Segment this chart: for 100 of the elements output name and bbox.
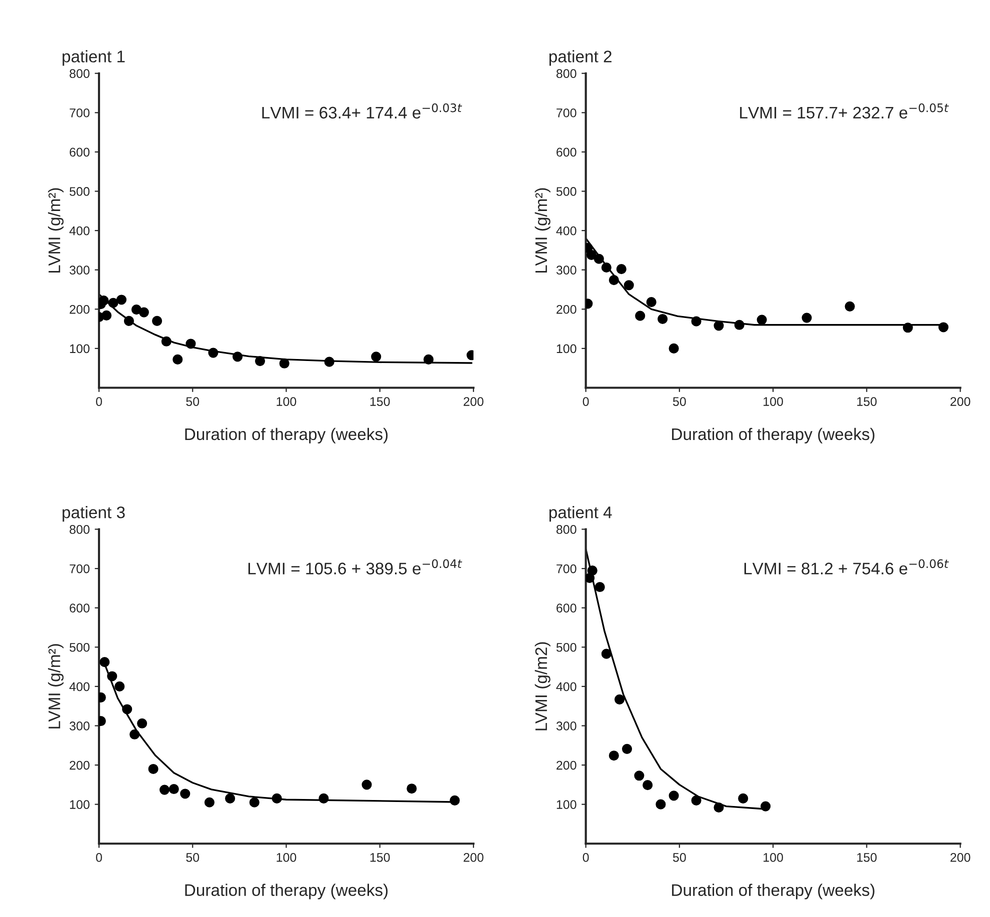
x-tick-label: 0	[96, 397, 102, 406]
y-tick-label: 200	[556, 760, 576, 770]
x-axis-title: Duration of therapy (weeks)	[672, 884, 874, 900]
x-tick-label: 150	[857, 397, 877, 406]
point	[656, 799, 666, 810]
x-tick-label: 100	[764, 853, 783, 862]
point	[107, 671, 118, 682]
point	[594, 254, 604, 264]
x-tick-label: 200	[950, 397, 970, 406]
point	[668, 343, 679, 354]
point	[756, 314, 767, 325]
point	[802, 312, 812, 323]
y-tick-label: 600	[556, 148, 576, 157]
y-tick-label: 400	[69, 682, 90, 692]
point	[624, 280, 634, 290]
x-axis-title: Duration of therapy (weeks)	[185, 428, 388, 444]
y-axis-title: LVMI (g/m2)	[534, 642, 550, 730]
point	[152, 316, 162, 326]
point	[138, 307, 149, 318]
point	[760, 801, 771, 812]
point	[601, 648, 612, 659]
point	[254, 356, 266, 366]
x-tick-label: 50	[186, 853, 200, 862]
x-tick-label: 150	[370, 397, 390, 406]
y-tick-label: 300	[70, 722, 90, 730]
y-tick-label: 700	[70, 108, 90, 118]
x-tick-label: 200	[950, 853, 970, 862]
y-tick-label: 200	[70, 304, 90, 314]
chart-title: patient 3	[62, 506, 125, 522]
point	[844, 301, 855, 312]
y-tick-label: 300	[556, 266, 576, 275]
point	[642, 780, 653, 790]
y-tick-label: 500	[70, 642, 90, 652]
point	[232, 352, 243, 362]
x-tick-label: 200	[464, 397, 484, 406]
point	[634, 770, 644, 781]
y-tick-label: 500	[556, 187, 576, 196]
x-tick-label: 50	[672, 853, 686, 862]
chart-title: patient 1	[62, 50, 125, 66]
point	[646, 297, 656, 308]
y-tick-label: 800	[70, 525, 90, 534]
point	[938, 322, 948, 332]
point	[137, 718, 148, 728]
point	[148, 764, 158, 774]
point	[362, 780, 372, 790]
x-tick-label: 0	[96, 853, 102, 862]
y-tick-label: 700	[556, 108, 576, 118]
x-tick-label: 0	[582, 397, 589, 406]
y-tick-label: 200	[70, 760, 90, 770]
point	[406, 784, 417, 794]
point	[161, 336, 172, 346]
point	[99, 295, 109, 306]
point	[130, 729, 140, 740]
point	[635, 310, 646, 321]
point	[424, 354, 434, 364]
point	[160, 784, 170, 795]
y-axis-title: LVMI (g/m²)	[534, 188, 550, 273]
point	[614, 694, 625, 704]
y-tick-label: 400	[556, 226, 576, 236]
y-axis-title: LVMI (g/m²)	[48, 188, 64, 273]
point	[714, 320, 724, 331]
point	[691, 795, 702, 806]
x-tick-label: 100	[276, 853, 296, 862]
point	[608, 275, 619, 286]
point	[116, 294, 126, 305]
x-tick-label: 100	[276, 397, 296, 406]
point	[902, 322, 913, 333]
x-tick-label: 150	[857, 853, 877, 862]
point	[101, 310, 112, 320]
point	[318, 793, 329, 804]
point	[587, 565, 598, 576]
x-tick-label: 50	[186, 397, 200, 406]
y-tick-label: 200	[556, 304, 576, 314]
y-tick-label: 100	[556, 344, 576, 354]
point	[691, 316, 702, 326]
x-tick-label: 0	[582, 853, 589, 862]
annotation: LVMI = 63.4+ 174.4 e$^{−0.03t}$	[262, 103, 462, 119]
point	[204, 797, 215, 808]
y-tick-label: 600	[556, 604, 576, 612]
point	[249, 797, 260, 808]
point	[186, 338, 196, 349]
point	[225, 793, 236, 804]
y-tick-label: 500	[556, 642, 576, 652]
point	[122, 704, 132, 714]
y-tick-label: 300	[70, 266, 90, 275]
x-axis-title: Duration of therapy (weeks)	[672, 428, 874, 444]
y-tick-label: 100	[70, 344, 90, 354]
point	[100, 657, 110, 668]
point	[586, 572, 595, 584]
point	[108, 298, 118, 308]
y-axis-title: LVMI (g/m²)	[48, 644, 64, 728]
point	[208, 348, 218, 358]
x-tick-label: 200	[464, 853, 484, 862]
point	[324, 356, 334, 367]
point	[616, 264, 626, 274]
annotation: LVMI = 105.6 + 389.5 e$^{−0.04t}$	[248, 559, 462, 574]
y-tick-label: 600	[70, 148, 90, 157]
point	[279, 358, 290, 368]
y-tick-label: 800	[556, 525, 576, 534]
chart-title: patient 2	[549, 50, 612, 66]
